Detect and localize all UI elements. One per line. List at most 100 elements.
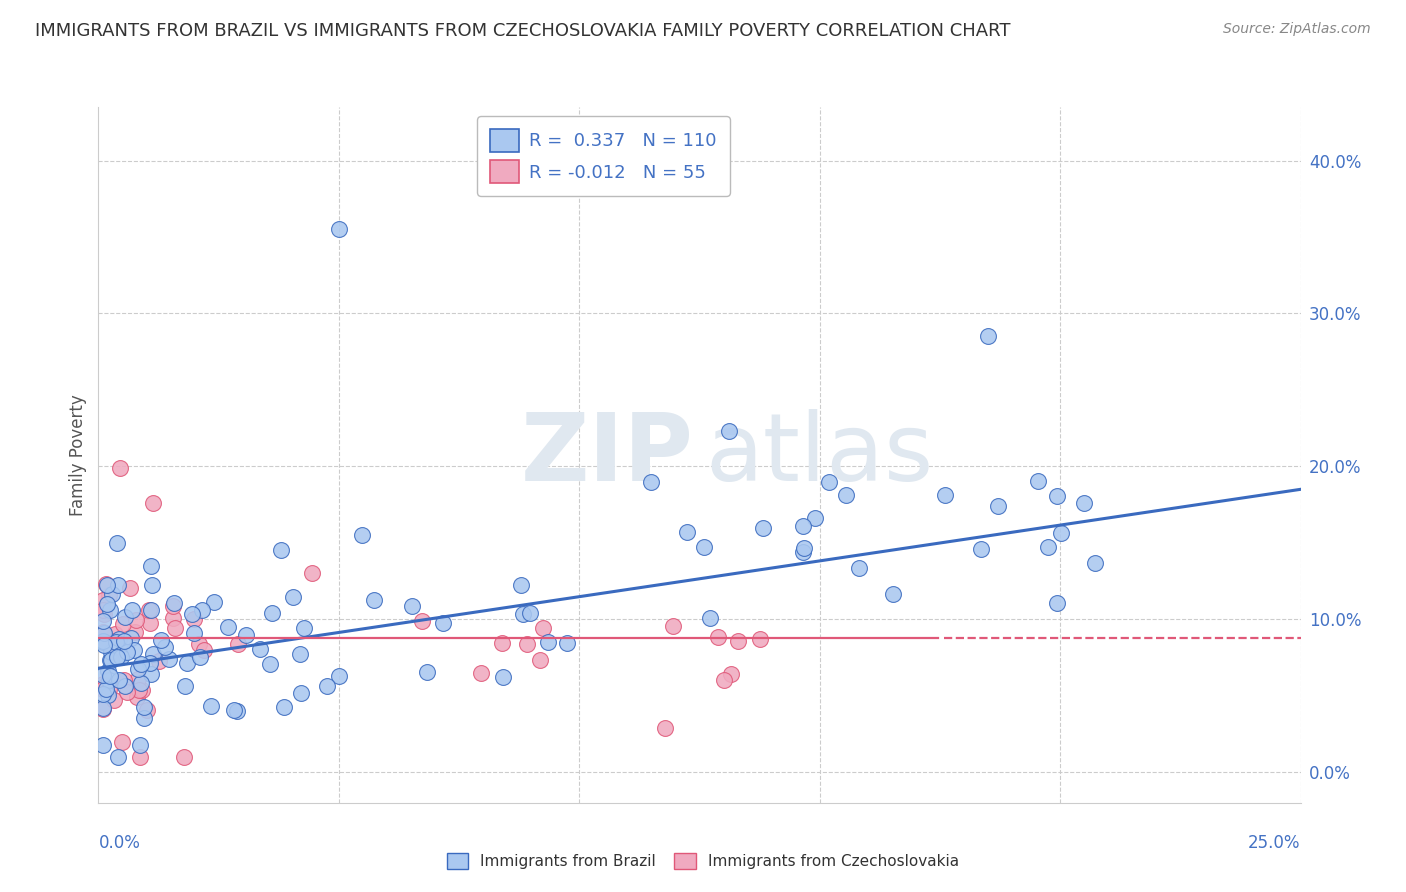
Point (108, 673, 131, 687)
Point (699, 610, 721, 624)
Point (226, 705, 249, 719)
Text: Source: ZipAtlas.com: Source: ZipAtlas.com (1223, 22, 1371, 37)
Point (125, 690, 148, 704)
Point (111, 734, 134, 748)
Point (104, 635, 127, 649)
Point (491, 636, 513, 650)
Point (98, 682, 121, 697)
Point (104, 627, 127, 641)
Point (176, 656, 198, 670)
Point (91, 635, 114, 649)
Point (661, 619, 683, 633)
Point (96, 578, 118, 592)
Point (94, 681, 117, 696)
Point (200, 698, 222, 713)
Point (262, 606, 284, 620)
Point (793, 541, 815, 555)
Point (132, 699, 155, 714)
Point (97, 664, 120, 678)
Point (204, 595, 226, 609)
Point (122, 643, 145, 657)
Point (193, 642, 215, 657)
Point (217, 619, 239, 633)
Point (110, 649, 132, 664)
Point (107, 578, 129, 592)
Text: atlas: atlas (706, 409, 934, 501)
Point (91, 702, 114, 716)
Point (749, 632, 772, 647)
Point (114, 673, 136, 687)
Point (555, 636, 578, 650)
Legend: R =  0.337   N = 110, R = -0.012   N = 55: R = 0.337 N = 110, R = -0.012 N = 55 (477, 116, 730, 196)
Point (98, 669, 121, 683)
Point (120, 581, 142, 595)
Point (165, 621, 187, 635)
Point (835, 488, 858, 502)
Point (101, 587, 124, 601)
Point (1073, 496, 1095, 510)
Point (292, 621, 315, 635)
Point (977, 329, 1000, 343)
Point (139, 656, 162, 670)
Point (107, 650, 129, 665)
Point (987, 500, 1010, 514)
Point (707, 631, 730, 645)
Point (97, 588, 120, 602)
Point (111, 617, 134, 632)
Point (141, 667, 163, 681)
Point (804, 511, 827, 525)
Point (121, 603, 143, 617)
Point (290, 686, 312, 700)
Point (492, 670, 515, 684)
Point (124, 624, 146, 639)
Point (139, 559, 162, 574)
Point (100, 653, 122, 667)
Point (181, 607, 204, 621)
Point (91, 738, 114, 752)
Point (129, 738, 152, 752)
Point (142, 495, 165, 509)
Point (1049, 526, 1071, 541)
Point (509, 578, 531, 592)
Point (115, 685, 138, 699)
Point (281, 590, 304, 604)
Point (969, 541, 991, 556)
Point (91, 633, 114, 648)
Point (654, 721, 676, 735)
Point (125, 613, 148, 627)
Point (693, 540, 716, 554)
Point (183, 612, 205, 626)
Point (141, 577, 163, 591)
Point (328, 669, 350, 683)
Text: 0.0%: 0.0% (98, 834, 141, 852)
Text: IMMIGRANTS FROM BRAZIL VS IMMIGRANTS FROM CZECHOSLOVAKIA FAMILY POVERTY CORRELAT: IMMIGRANTS FROM BRAZIL VS IMMIGRANTS FRO… (35, 22, 1011, 40)
Point (114, 610, 136, 624)
Point (91, 681, 114, 696)
Point (270, 543, 292, 558)
Point (228, 637, 250, 651)
Point (127, 672, 149, 686)
Point (190, 603, 212, 617)
Point (727, 634, 749, 648)
Point (818, 475, 841, 489)
Point (91, 603, 114, 617)
Point (91, 668, 114, 682)
Point (720, 667, 742, 681)
Point (401, 599, 423, 614)
Point (120, 631, 142, 645)
Point (235, 628, 257, 642)
Point (104, 633, 127, 648)
Point (153, 640, 176, 654)
Point (91, 701, 114, 715)
Point (93, 607, 115, 622)
Point (328, 222, 350, 236)
Point (352, 528, 374, 542)
Point (136, 703, 159, 717)
Point (470, 666, 492, 681)
Point (139, 616, 162, 631)
Point (129, 657, 152, 672)
Point (108, 648, 131, 663)
Point (131, 683, 153, 698)
Point (717, 424, 740, 438)
Point (640, 475, 662, 489)
